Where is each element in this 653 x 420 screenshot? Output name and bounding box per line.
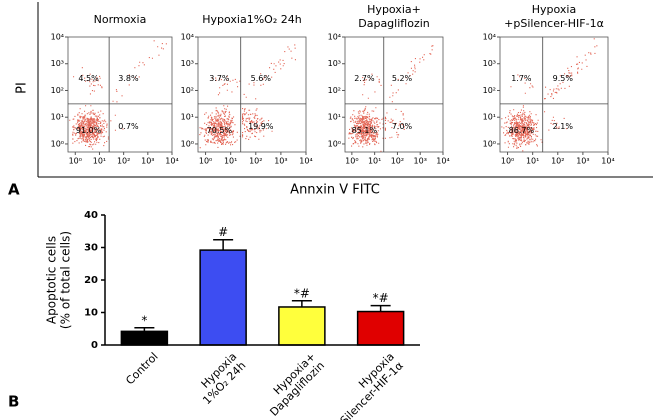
x-tick-label: 10⁰	[69, 157, 82, 166]
y-tick-label: 10²	[181, 86, 194, 95]
y-tick-label: 10⁰	[483, 139, 496, 148]
quadrant-label: 3.7%	[209, 74, 230, 83]
y-tick-label: 10²	[483, 86, 496, 95]
x-tick-label: +pSilencer-HIF-1α	[326, 359, 406, 420]
quadrant-label: 2.7%	[354, 74, 375, 83]
quadrant-label: 9.5%	[553, 74, 574, 83]
x-tick-label: 10³	[274, 157, 287, 166]
y-axis-label: Apoptotic cells	[45, 236, 59, 324]
event-cloud	[348, 106, 384, 152]
y-tick-label: 20	[84, 275, 98, 286]
event-cloud	[112, 40, 167, 103]
x-tick-label: 10²	[551, 157, 564, 166]
y-tick-label: 10¹	[181, 113, 194, 122]
plot-frame	[499, 36, 609, 153]
y-tick-label: 10⁰	[51, 139, 64, 148]
event-cloud	[243, 44, 296, 100]
event-cloud	[384, 108, 405, 139]
y-tick-label: 10¹	[483, 113, 496, 122]
flow-title: Dapagliflozin	[358, 17, 430, 30]
bar	[278, 306, 326, 346]
flow-title: Hypoxia+	[367, 3, 421, 16]
plot-frame	[197, 36, 307, 153]
x-tick-label: 10²	[249, 157, 262, 166]
x-tick-label: 10⁰	[501, 157, 514, 166]
flow-title: Normoxia	[94, 13, 147, 26]
x-tick-label: 10⁴	[165, 157, 178, 166]
quadrant-label: 70.5%	[207, 126, 233, 135]
event-cloud	[73, 67, 103, 95]
y-tick-label: 10¹	[328, 113, 341, 122]
quadrant-label: 1.7%	[511, 74, 532, 83]
panel-label: B	[8, 393, 19, 411]
x-tick-label: 10³	[414, 157, 427, 166]
event-cloud	[199, 105, 241, 149]
quadrant-label: 2.1%	[553, 122, 574, 131]
y-tick-label: 10	[84, 308, 98, 319]
y-tick-label: 40	[84, 210, 98, 221]
y-tick-label: 10³	[328, 59, 341, 68]
panel-label: A	[8, 181, 20, 199]
event-cloud	[544, 38, 598, 100]
significance-mark: #	[218, 225, 228, 239]
y-tick-label: 10⁴	[51, 33, 64, 42]
y-tick-label: 10³	[181, 59, 194, 68]
significance-mark: *#	[373, 291, 389, 305]
x-tick-label: 10¹	[368, 157, 381, 166]
significance-mark: *#	[294, 286, 310, 300]
y-tick-label: 30	[84, 243, 98, 254]
x-tick-label: 10⁴	[436, 157, 449, 166]
flow-title: Hypoxia	[532, 3, 576, 16]
quadrant-label: 3.8%	[118, 74, 139, 83]
x-tick-label: 10⁰	[199, 157, 212, 166]
x-tick-label: 10⁴	[299, 157, 312, 166]
event-cloud	[242, 108, 273, 140]
y-tick-label: 10³	[483, 59, 496, 68]
y-tick-label: 10⁴	[181, 33, 194, 42]
x-tick-label: 10²	[391, 157, 404, 166]
x-tick-label: 10⁴	[601, 157, 614, 166]
bar	[199, 249, 247, 346]
flow-title: Hypoxia1%O₂ 24h	[202, 13, 301, 26]
quadrant-label: 5.6%	[251, 74, 272, 83]
bar	[356, 310, 405, 346]
y-axis-label: (% of total cells)	[59, 231, 73, 329]
flow-y-label: PI	[15, 82, 30, 94]
quadrant-label: 86.7%	[509, 126, 535, 135]
significance-mark: *	[141, 313, 147, 327]
quadrant-label: 0.7%	[118, 122, 139, 131]
y-tick-label: 10⁰	[328, 139, 341, 148]
quadrant-label: 91.0%	[76, 126, 102, 135]
y-tick-label: 10⁴	[483, 33, 496, 42]
event-cloud	[69, 105, 109, 150]
x-tick-label: Control	[123, 350, 160, 387]
y-tick-label: 10²	[51, 86, 64, 95]
x-tick-label: 10¹	[93, 157, 106, 166]
y-tick-label: 10³	[51, 59, 64, 68]
bar	[120, 330, 169, 346]
y-tick-label: 10⁰	[181, 139, 194, 148]
event-cloud	[501, 105, 543, 152]
quadrant-label: 7.0%	[392, 122, 413, 131]
flow-title: +pSilencer-HIF-1α	[504, 17, 604, 30]
quadrant-label: 85.1%	[352, 126, 378, 135]
plot-frame	[344, 36, 444, 153]
x-tick-label: 10⁰	[345, 157, 358, 166]
y-tick-label: 10²	[328, 86, 341, 95]
quadrant-label: 19.9%	[248, 122, 274, 131]
quadrant-label: 5.2%	[392, 74, 413, 83]
y-tick-label: 10⁴	[328, 33, 341, 42]
flow-x-label: Annxin V FITC	[290, 183, 380, 198]
y-tick-label: 10¹	[51, 113, 64, 122]
y-tick-label: 0	[91, 340, 98, 351]
x-tick-label: 10¹	[224, 157, 237, 166]
x-tick-label: 10³	[576, 157, 589, 166]
event-cloud	[212, 76, 241, 96]
x-tick-label: 10³	[141, 157, 154, 166]
plot-frame	[67, 36, 173, 153]
quadrant-label: 4.5%	[78, 74, 99, 83]
x-tick-label: 10¹	[526, 157, 539, 166]
x-tick-label: 10²	[117, 157, 130, 166]
